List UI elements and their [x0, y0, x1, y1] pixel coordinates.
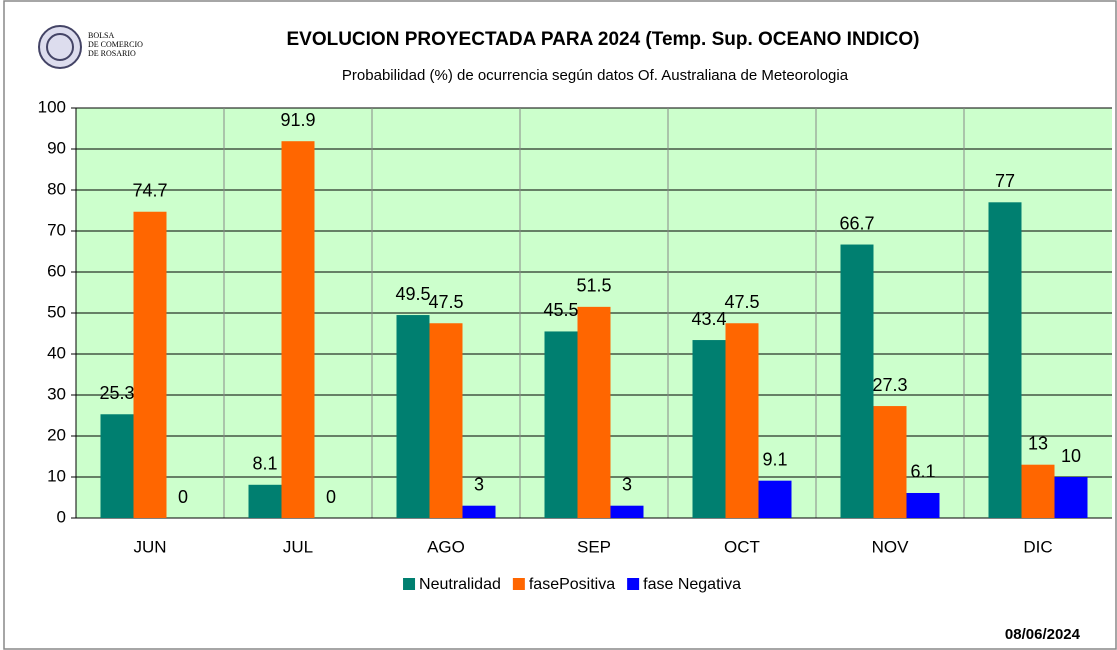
y-tick-label: 50	[47, 302, 66, 321]
y-tick-label: 40	[47, 343, 66, 362]
bar	[610, 505, 644, 518]
y-tick-label: 70	[47, 220, 66, 239]
logo-text: DE ROSARIO	[88, 49, 136, 58]
value-label: 8.1	[252, 454, 277, 474]
legend: Neutralidad fasePositiva fase Negativa	[403, 576, 741, 593]
value-label: 49.5	[395, 284, 430, 304]
legend-swatch	[627, 578, 640, 590]
y-tick-label: 80	[47, 179, 66, 198]
y-tick-label: 0	[57, 507, 66, 526]
bar	[396, 315, 430, 518]
value-label: 0	[178, 487, 188, 507]
bar	[906, 492, 940, 518]
x-tick-label: JUN	[133, 537, 166, 556]
bar	[544, 331, 578, 518]
value-label: 0	[326, 487, 336, 507]
bar	[873, 406, 907, 518]
bar	[1021, 464, 1055, 518]
plot: 0102030405060708090100JUN25.374.70JUL8.1…	[38, 97, 1112, 556]
value-label: 47.5	[428, 292, 463, 312]
legend-label: Neutralidad	[419, 576, 501, 593]
value-label: 77	[995, 171, 1015, 191]
value-label: 91.9	[280, 110, 315, 130]
bar	[100, 414, 134, 518]
value-label: 10	[1061, 446, 1081, 466]
bar	[462, 505, 496, 518]
x-tick-label: DIC	[1023, 537, 1052, 556]
x-tick-label: SEP	[577, 537, 611, 556]
value-label: 47.5	[724, 292, 759, 312]
bar	[248, 484, 282, 518]
value-label: 3	[622, 474, 632, 494]
legend-item: Neutralidad	[403, 576, 501, 593]
legend-swatch	[512, 578, 525, 590]
bar	[133, 211, 167, 519]
legend-item: fase Negativa	[627, 576, 741, 593]
bar	[577, 306, 611, 518]
x-tick-label: NOV	[872, 537, 910, 556]
value-label: 3	[474, 474, 484, 494]
bar	[281, 141, 315, 518]
x-tick-label: JUL	[283, 537, 313, 556]
logo-text: DE COMERCIO	[88, 40, 143, 49]
y-tick-label: 100	[38, 97, 66, 116]
y-tick-label: 60	[47, 261, 66, 280]
x-tick-label: AGO	[427, 537, 465, 556]
logo-text: BOLSA	[88, 31, 114, 40]
date-label: 08/06/2024	[1005, 626, 1081, 643]
value-label: 74.7	[132, 180, 167, 200]
value-label: 51.5	[576, 276, 611, 296]
value-label: 6.1	[910, 462, 935, 482]
y-tick-label: 30	[47, 384, 66, 403]
legend-label: fasePositiva	[529, 576, 615, 593]
y-tick-label: 10	[47, 466, 66, 485]
bar	[758, 480, 792, 518]
value-label: 13	[1028, 433, 1048, 453]
bar	[692, 340, 726, 518]
bar	[840, 244, 874, 518]
logo: BOLSA DE COMERCIO DE ROSARIO	[38, 25, 143, 69]
y-tick-label: 20	[47, 425, 66, 444]
legend-item: fasePositiva	[512, 576, 615, 593]
bar	[1054, 477, 1088, 518]
chart-title: EVOLUCION PROYECTADA PARA 2024 (Temp. Su…	[286, 29, 919, 50]
value-label: 43.4	[691, 309, 726, 329]
legend-swatch	[403, 578, 416, 590]
logo-emblem	[38, 25, 82, 69]
value-label: 9.1	[762, 449, 787, 469]
value-label: 45.5	[543, 300, 578, 320]
value-label: 25.3	[99, 383, 134, 403]
chart-subtitle: Probabilidad (%) de ocurrencia según dat…	[342, 67, 849, 84]
bar	[988, 202, 1022, 519]
value-label: 27.3	[872, 375, 907, 395]
y-tick-label: 90	[47, 138, 66, 157]
logo-emblem-inner	[46, 33, 74, 61]
bar	[725, 323, 759, 518]
legend-label: fase Negativa	[643, 576, 741, 593]
x-tick-label: OCT	[724, 537, 760, 556]
value-label: 66.7	[839, 213, 874, 233]
bar	[429, 323, 463, 518]
